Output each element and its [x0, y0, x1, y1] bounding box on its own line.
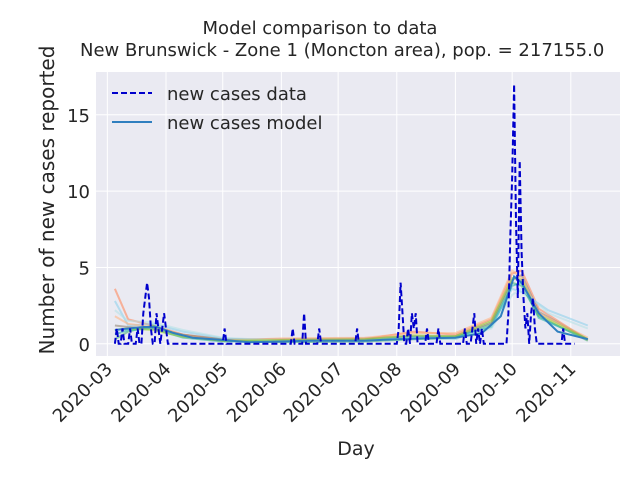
x-tick-label: 2020-10: [454, 359, 522, 427]
data-series-line: [113, 84, 575, 345]
x-tick-label: 2020-08: [338, 359, 406, 427]
x-tick-label: 2020-09: [397, 359, 465, 427]
chart-subtitle: New Brunswick - Zone 1 (Moncton area), p…: [80, 40, 605, 61]
x-tick-label: 2020-03: [49, 359, 117, 427]
legend-label-data: new cases data: [167, 84, 307, 105]
chart-title: Model comparison to data: [202, 18, 438, 39]
x-tick-label: 2020-11: [512, 359, 580, 427]
x-tick-label: 2020-06: [223, 359, 291, 427]
x-tick-label: 2020-05: [164, 359, 232, 427]
y-tick-label: 10: [67, 182, 90, 203]
legend-label-model: new cases model: [167, 113, 322, 134]
x-tick-label: 2020-07: [280, 359, 348, 427]
y-tick-label: 5: [79, 258, 90, 279]
x-tick-label: 2020-04: [107, 359, 175, 427]
y-tick-label: 0: [79, 335, 90, 356]
x-axis-label: Day: [337, 438, 375, 460]
y-axis-label: Number of new cases reported: [35, 45, 59, 355]
y-tick-label: 15: [67, 106, 90, 127]
